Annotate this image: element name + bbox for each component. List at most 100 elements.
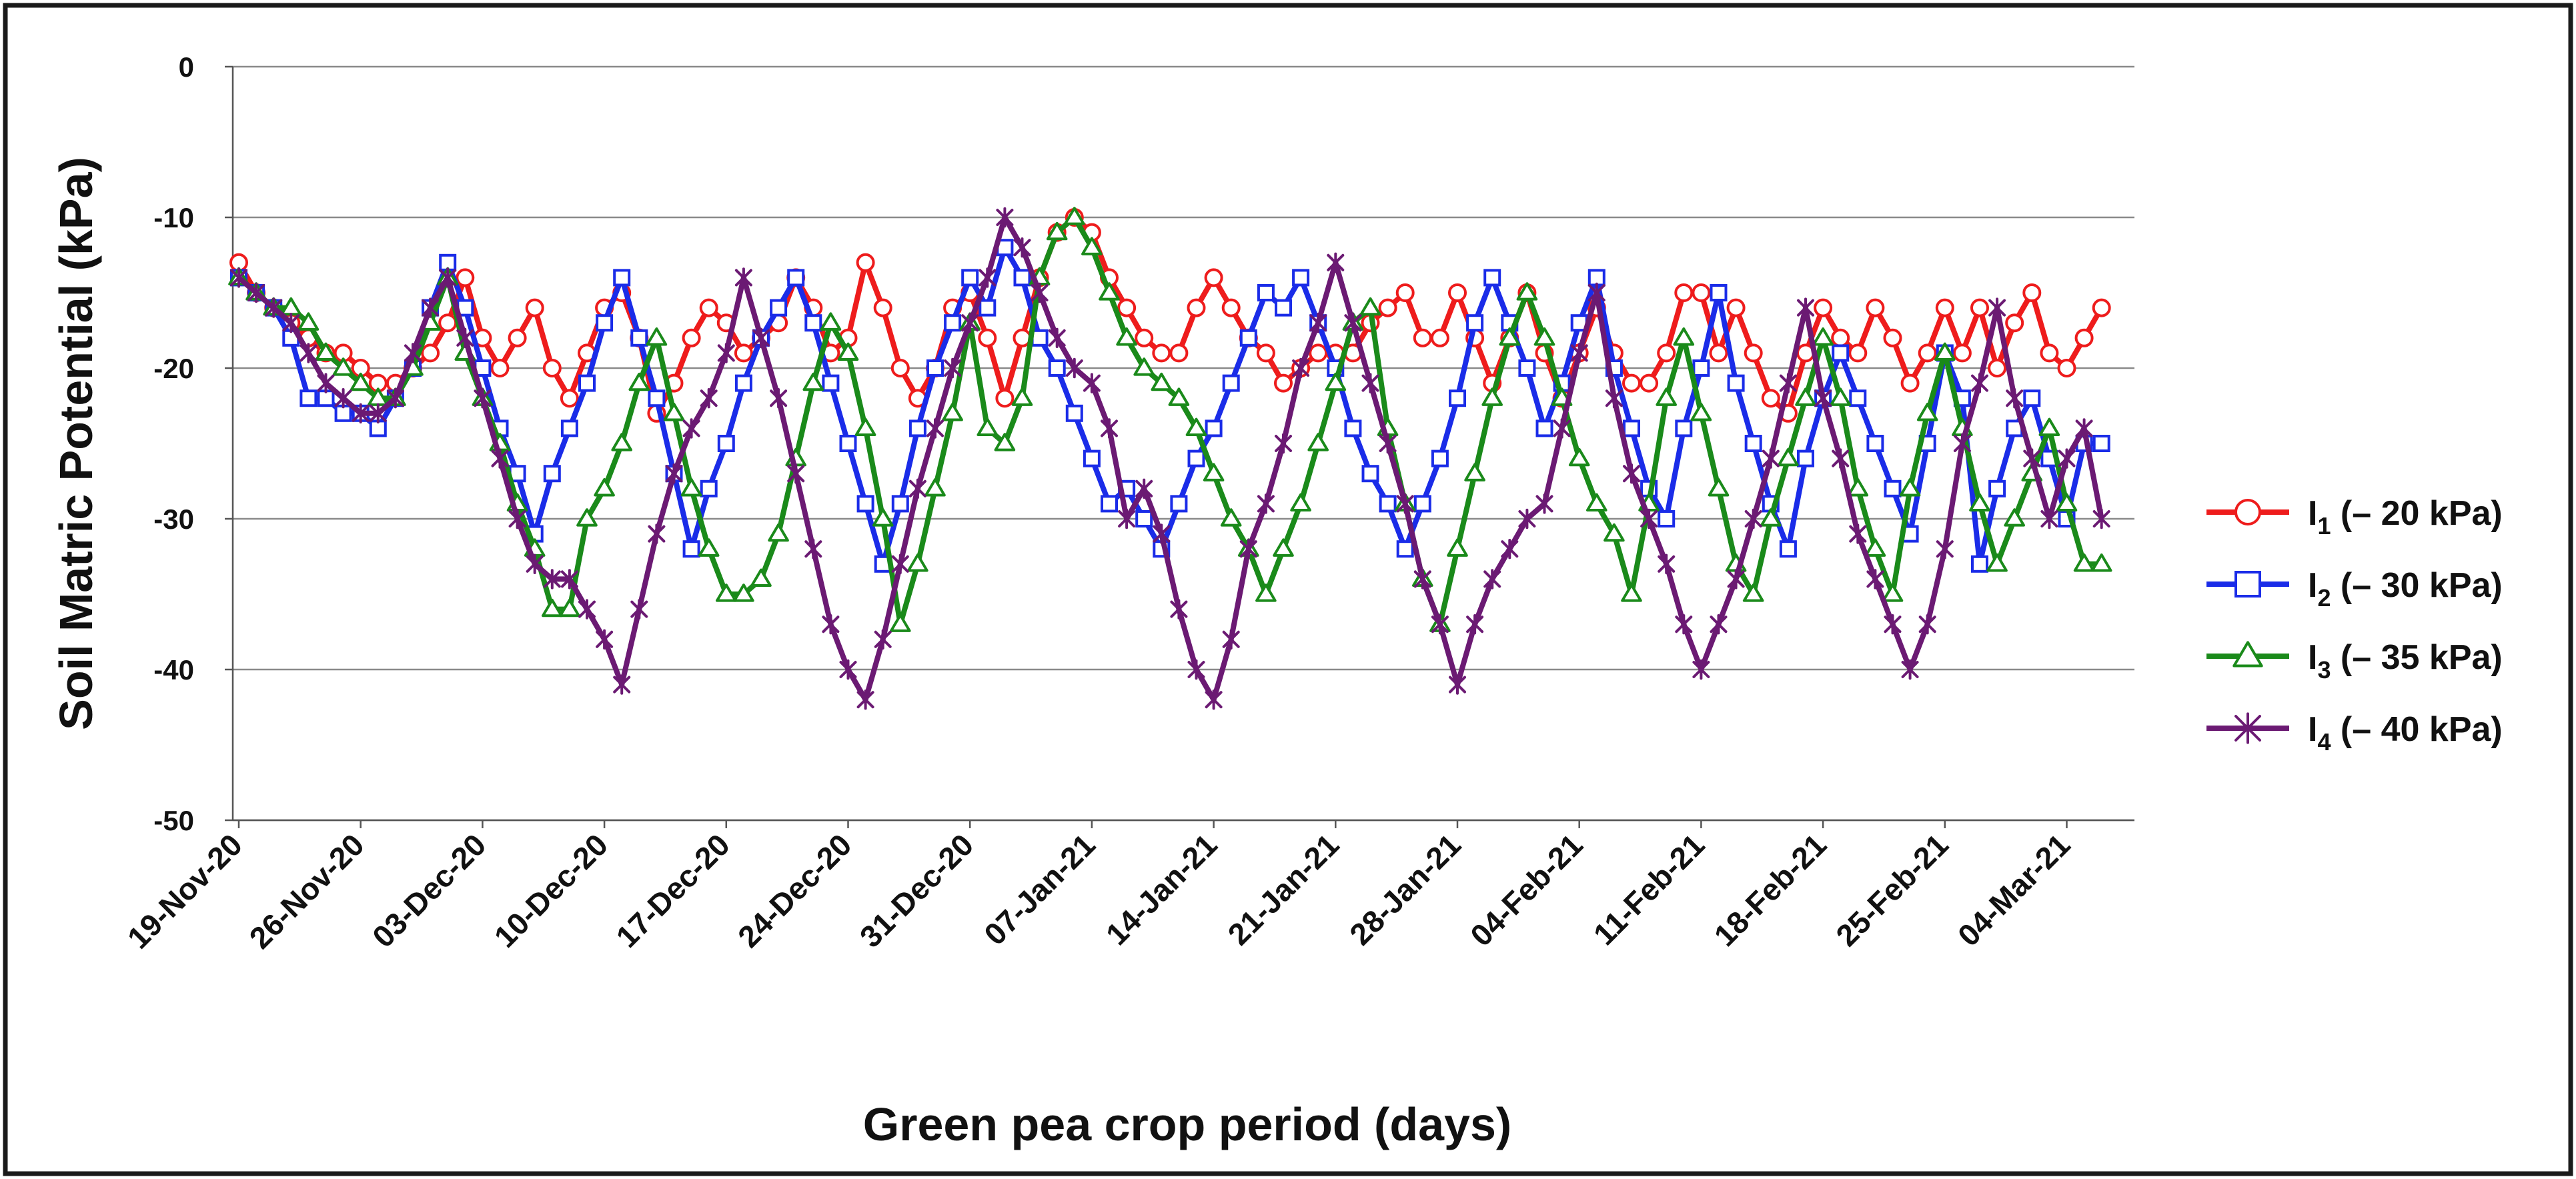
series-I2-point [613,269,631,287]
series-I4-point [717,343,735,363]
series-I4-point [1849,523,1867,544]
series-I3-point [1359,297,1381,316]
series-I1-point [2074,328,2094,347]
series-I4-point [979,267,997,288]
series-I3-point [297,312,319,331]
series-I4-point [578,599,596,620]
series-I2-point [1275,299,1292,317]
series-I4-point [1518,508,1536,529]
series-I3-point [733,583,754,602]
series-I4-point [1153,523,1171,544]
series-I4-point [1187,659,1205,680]
legend-item-I2: I2 (– 30 kPa) [2206,566,2503,612]
series-I1-point [856,253,875,272]
series-I1-point [2057,359,2076,377]
series-I4-point [491,448,509,469]
series-I3-point [2004,508,2025,527]
series-I2-point [596,314,614,332]
series-I3-point [750,568,772,587]
series-I4-point [247,282,265,303]
series-I3-point [1621,583,1642,602]
series-I1-point [1135,328,1154,347]
series-I3-point [1899,478,1921,497]
series-I1-point [682,328,701,347]
series-I3-point [663,403,685,421]
series-I2-point [543,465,561,483]
series-I1-point [1622,373,1641,393]
series-I3-point [1464,463,1485,481]
series-I1-point [456,268,475,287]
series-I4-point [1083,373,1101,393]
series-I2-point [1379,495,1397,513]
series-I4-point [908,478,926,499]
series-I1-point [1674,283,1694,302]
series-I2-point [1832,344,1850,362]
series-I2-point [804,314,822,332]
legend-label: I1 (– 20 kPa) [2308,494,2503,539]
series-I4-point [2023,448,2041,469]
series-I2-point [926,359,944,377]
series-I4-point [2040,508,2058,529]
series-I4-point [1744,508,1762,529]
y-axis-title: Soil Matric Potential (kPa) [50,157,102,730]
series-I4-point [787,463,805,484]
series-I4-point [1275,433,1292,454]
series-I2-point [979,299,997,317]
series-I3-point [576,508,598,527]
series-I4-point [1814,388,1832,409]
series-I2-point [630,329,648,347]
series-I2-point [839,435,857,452]
series-I4-point [265,297,283,318]
series-I1-point [1274,373,1293,393]
series-I4-point [1953,433,1971,454]
series-I4-point [1535,493,1553,514]
series-I2-point [1031,329,1049,347]
series-I4-point [543,569,561,590]
series-I4-point [422,297,440,318]
series-I2-point [1361,465,1379,483]
series-I4-point [1779,373,1797,393]
series-I3-point [1099,282,1120,301]
series-I2-point [1187,449,1205,467]
series-I4-point [996,207,1014,228]
series-I1-point [421,343,440,363]
series-I4-point [926,418,944,439]
series-I4-point [508,508,526,529]
series-I1-point [1709,343,1728,363]
series-I2-point [1535,419,1553,437]
series-I3-point [1011,387,1033,406]
series-I3-point [628,372,650,391]
y-tick-label: -10 [153,202,194,233]
series-I4-point [1727,569,1745,590]
series-I2-point [1083,449,1101,467]
series-I4-point [1013,237,1031,258]
series-I1-point [1117,298,1137,317]
series-I4-point [874,629,892,650]
series-I4-point [1292,357,1310,379]
series-I3-point [1307,433,1329,451]
series-I1-point [525,298,544,317]
series-I3-point [1864,538,1886,557]
series-I4-point [1797,297,1814,318]
series-I2-point [1692,359,1710,377]
legend-item-I1: I1 (– 20 kPa) [2206,494,2503,539]
series-I4-point [1170,599,1188,620]
series-I1-point [734,343,753,363]
series-I1-point [1761,389,1780,408]
series-I4-point [839,659,857,680]
series-I2-point [1849,389,1867,407]
series-I1-point [1848,343,1868,363]
series-I3-point [1481,387,1503,406]
series-I2-point [1466,314,1484,332]
series-I2-point [1101,495,1118,513]
x-axis-title: Green pea crop period (days) [863,1098,1511,1150]
series-I3-point [994,433,1016,451]
series-I3-point [1934,342,1956,361]
series-I1-point [1657,343,1676,363]
series-I4-point [560,569,578,590]
series-I3-point [611,433,632,451]
series-I4-point [1031,282,1049,303]
series-I3-point [802,372,824,391]
series-I2-point [1257,284,1275,301]
series-I2-point [1239,329,1257,347]
